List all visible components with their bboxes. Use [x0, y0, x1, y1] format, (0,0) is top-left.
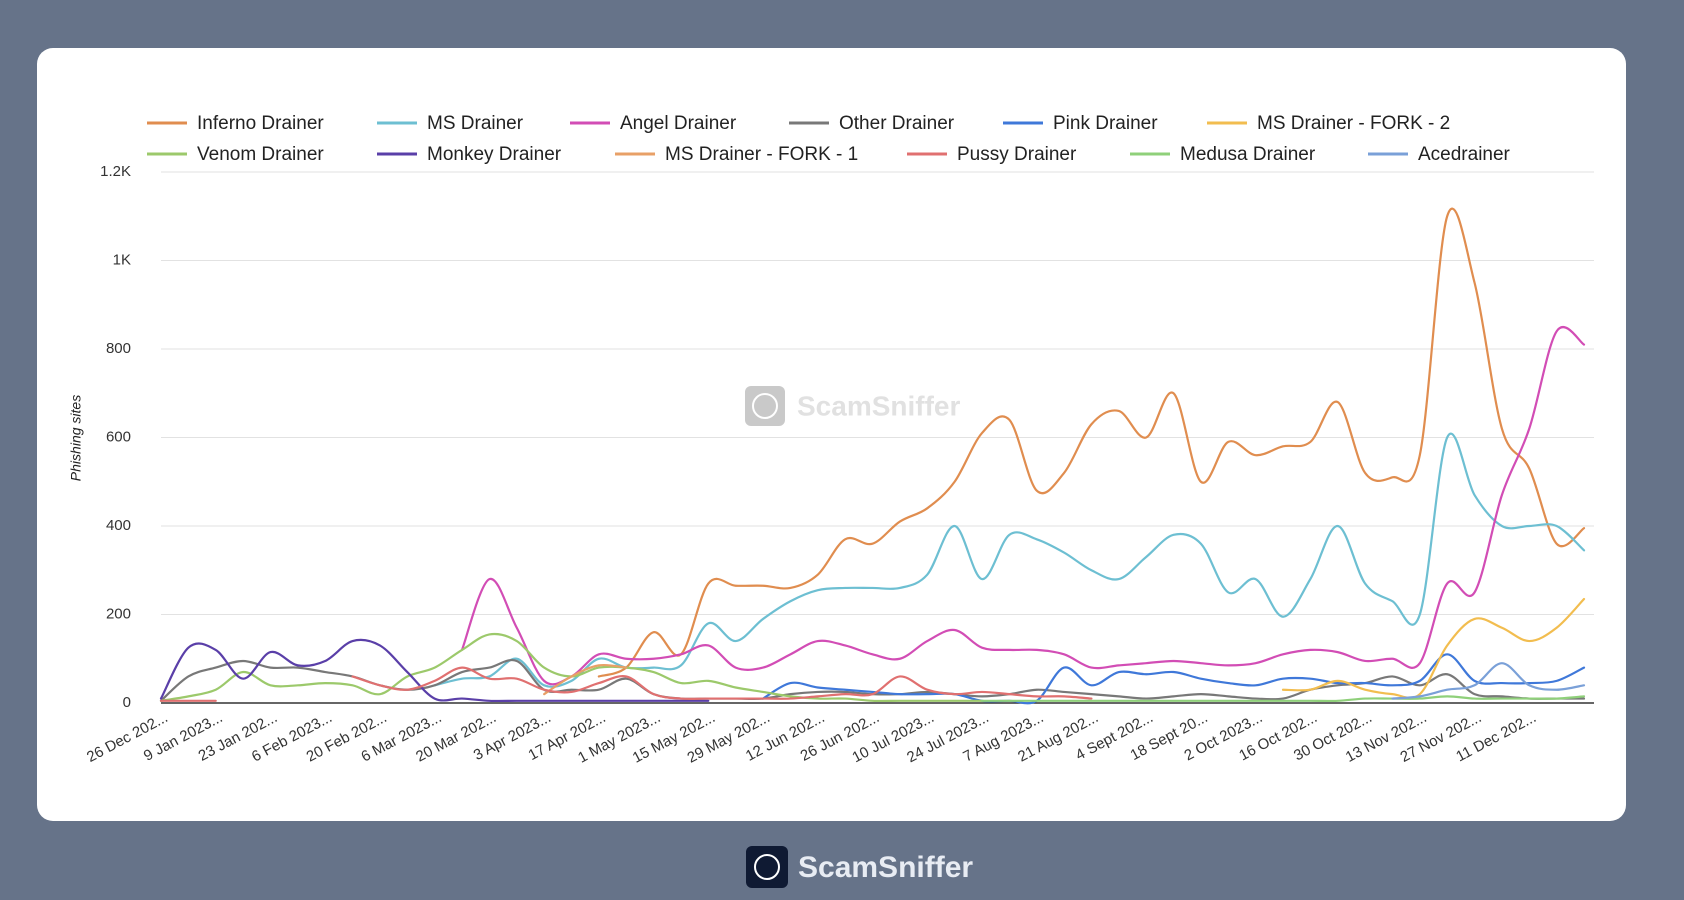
footer-brand: ScamSniffer	[798, 851, 973, 884]
legend-label: Pink Drainer	[1053, 113, 1158, 134]
legend-label: MS Drainer	[427, 113, 524, 134]
footer-logo	[746, 846, 788, 888]
legend-item: Venom Drainer	[147, 144, 324, 165]
footer: ScamSniffer	[746, 846, 973, 888]
footer-logo-ring	[754, 854, 780, 880]
legend-label: MS Drainer - FORK - 2	[1257, 113, 1450, 134]
chart: ScamSniffer Phishing sites 0 200 400 600 800…	[68, 113, 1594, 767]
series-line	[460, 326, 1586, 686]
series-line	[543, 663, 628, 696]
y-tick-label: 200	[106, 605, 131, 622]
watermark: ScamSniffer	[745, 386, 960, 426]
legend-label: Acedrainer	[1418, 144, 1511, 165]
legend-label: Monkey Drainer	[427, 144, 562, 165]
legend-label: Pussy Drainer	[957, 144, 1077, 165]
watermark-text: ScamSniffer	[797, 390, 960, 421]
legend-item: MS Drainer	[377, 113, 524, 134]
chart-card: ScamSniffer Phishing sites 0 200 400 600 800…	[37, 48, 1626, 821]
y-tick-label: 800	[106, 340, 131, 357]
legend-item: Angel Drainer	[570, 113, 737, 134]
legend-item: MS Drainer - FORK - 1	[615, 144, 858, 165]
watermark-logo-ring	[752, 393, 778, 419]
legend-item: Monkey Drainer	[377, 144, 562, 165]
legend-label: Medusa Drainer	[1180, 144, 1316, 165]
y-tick-label: 1.2K	[100, 163, 131, 180]
series-line	[159, 638, 710, 703]
legend-label: Angel Drainer	[620, 113, 737, 134]
legend-item: Inferno Drainer	[147, 113, 324, 134]
y-tick-label: 1K	[113, 251, 131, 268]
y-tick-label: 600	[106, 428, 131, 445]
legend-item: Pink Drainer	[1003, 113, 1158, 134]
legend-item: MS Drainer - FORK - 2	[1207, 113, 1450, 134]
legend-item: Pussy Drainer	[907, 144, 1077, 165]
series-line	[1281, 597, 1586, 700]
y-axis-label: Phishing sites	[68, 395, 84, 481]
watermark-logo	[745, 386, 785, 426]
legend-label: MS Drainer - FORK - 1	[665, 144, 858, 165]
legend-item: Other Drainer	[789, 113, 955, 134]
legend-label: Inferno Drainer	[197, 113, 324, 134]
legend-label: Venom Drainer	[197, 144, 324, 165]
legend-item: Acedrainer	[1368, 144, 1511, 165]
y-tick-label: 0	[123, 694, 131, 711]
series-line	[761, 653, 1586, 705]
series-line	[980, 695, 1586, 703]
series-line	[159, 666, 1093, 702]
series-line	[1391, 662, 1586, 700]
legend-item: Medusa Drainer	[1130, 144, 1316, 165]
series-line	[597, 207, 1586, 678]
legend-label: Other Drainer	[839, 113, 955, 134]
y-tick-label: 400	[106, 517, 131, 534]
